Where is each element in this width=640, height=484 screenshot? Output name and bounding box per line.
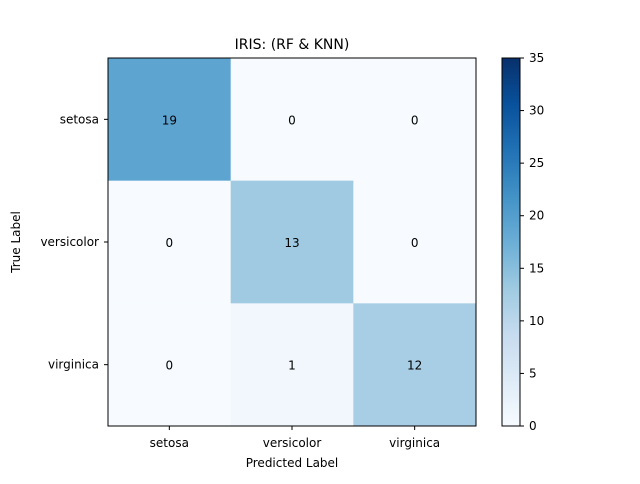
- heatmap-cell: [108, 303, 232, 427]
- cell-value-label: 19: [162, 113, 177, 127]
- y-tick-label: versicolor: [40, 235, 99, 249]
- colorbar-tick-label: 0: [529, 419, 537, 433]
- heatmap-cell: [230, 58, 354, 182]
- y-axis-ticks: setosa versicolor virginica: [40, 112, 108, 372]
- cell-value-label: 0: [411, 236, 419, 250]
- cell-value-label: 12: [407, 359, 422, 373]
- heatmap-cell: [353, 303, 477, 427]
- cell-value-label: 0: [288, 113, 296, 127]
- x-tick-label: setosa: [150, 436, 189, 450]
- cell-value-label: 13: [284, 236, 299, 250]
- heatmap-cell: [353, 180, 477, 304]
- colorbar-tick-label: 5: [529, 366, 537, 380]
- heatmap-cell: [230, 180, 354, 304]
- cell-value-label: 0: [166, 236, 174, 250]
- colorbar: [501, 57, 521, 427]
- y-tick-label: setosa: [60, 112, 99, 126]
- y-axis-label: True Label: [9, 211, 23, 274]
- x-axis-ticks: setosa versicolor virginica: [150, 426, 440, 450]
- x-axis-label: Predicted Label: [246, 456, 339, 470]
- colorbar-tick-label: 35: [529, 51, 544, 65]
- colorbar-tick-label: 20: [529, 209, 544, 223]
- heatmap-cell: [353, 58, 477, 182]
- heatmap-cell: [108, 180, 232, 304]
- colorbar-tick-label: 15: [529, 261, 544, 275]
- chart-title: IRIS: (RF & KNN): [235, 37, 350, 53]
- y-tick-label: virginica: [48, 358, 99, 372]
- cell-value-labels: 19 0 0 0 13 0 0 1 12: [162, 113, 423, 372]
- colorbar-tick-label: 30: [529, 104, 544, 118]
- colorbar-tick-label: 10: [529, 314, 544, 328]
- cell-value-label: 0: [166, 359, 174, 373]
- colorbar-ticks: 0 5 10 15 20 25 30 35: [520, 51, 544, 433]
- heatmap-cell: [108, 58, 232, 182]
- heatmap-cell: [230, 303, 354, 427]
- x-tick-label: versicolor: [263, 436, 322, 450]
- colorbar-tick-label: 25: [529, 156, 544, 170]
- cell-value-label: 1: [288, 359, 296, 373]
- x-tick-label: virginica: [389, 436, 440, 450]
- heatmap-cells: [108, 58, 477, 427]
- cell-value-label: 0: [411, 113, 419, 127]
